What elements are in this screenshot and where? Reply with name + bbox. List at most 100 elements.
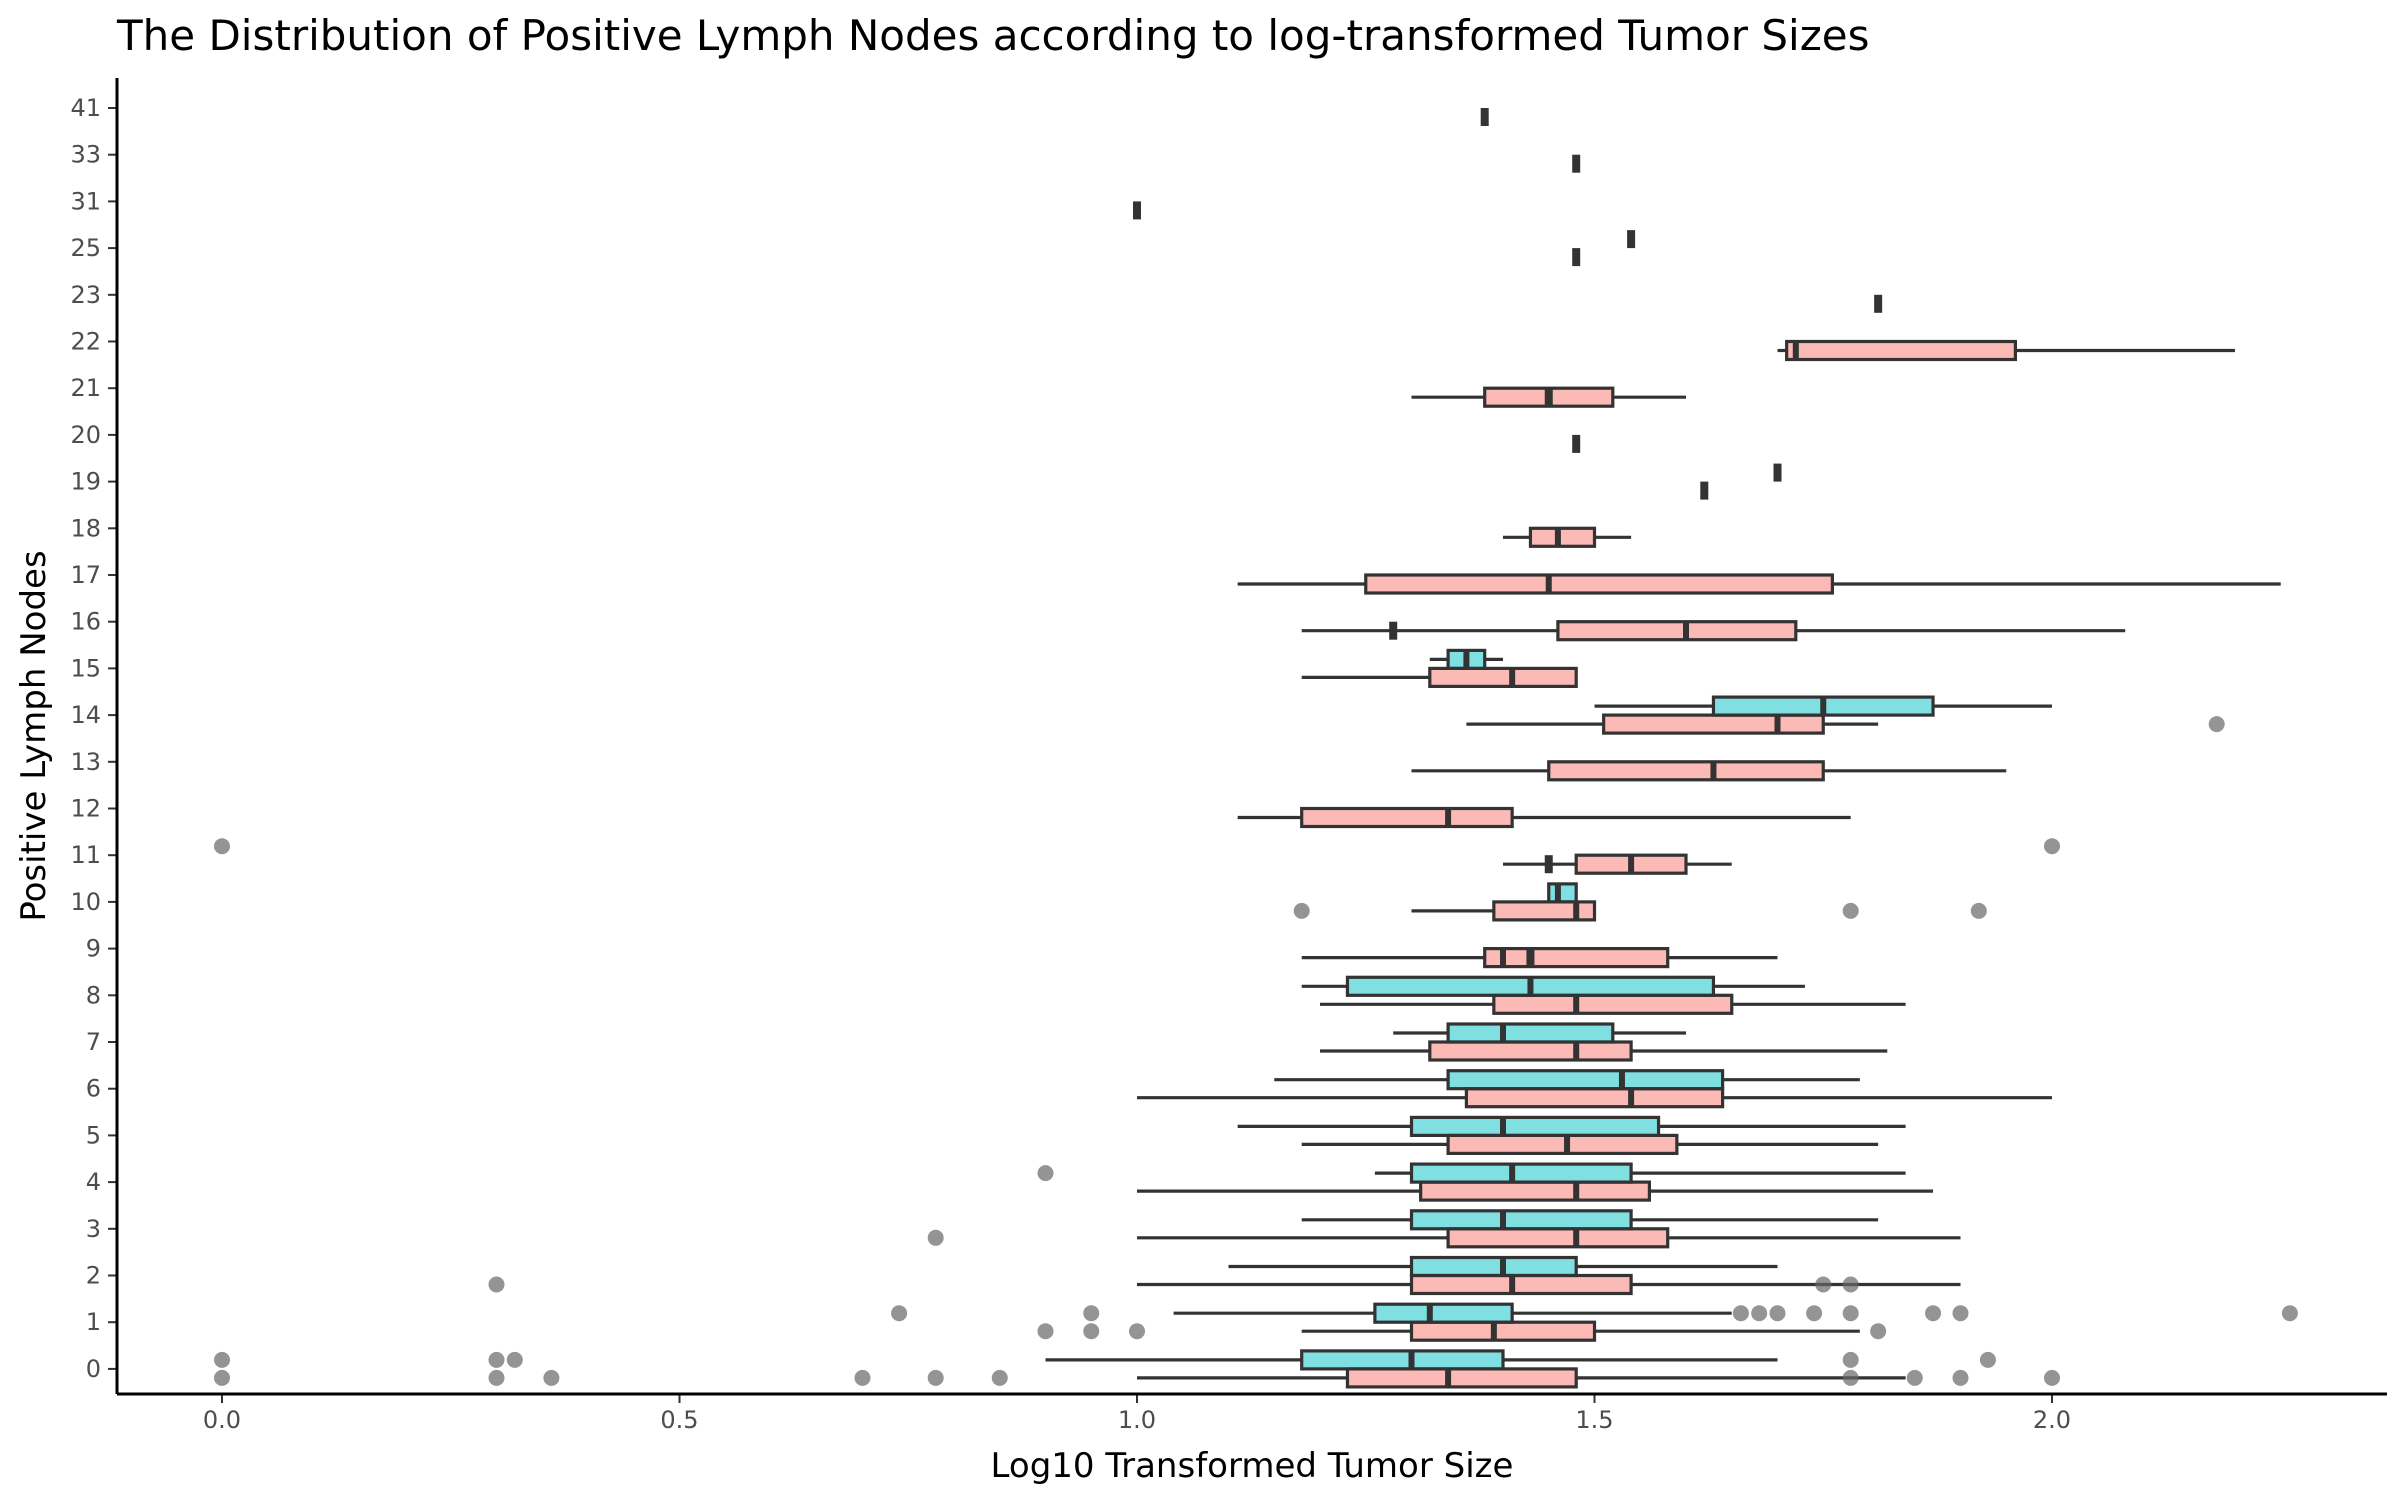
box-rect [1428, 1040, 1633, 1062]
y-axis-ticks: 0123456789101112131415161718192021222325… [70, 94, 117, 1383]
outlier-point [543, 1369, 560, 1386]
y-tick-label: 16 [70, 608, 101, 636]
box-rect [1528, 526, 1597, 548]
y-tick-label: 1 [86, 1308, 101, 1336]
plot-marks [214, 108, 2298, 1389]
y-tick-label: 25 [70, 234, 101, 262]
y-tick-label: 7 [86, 1028, 101, 1056]
outlier-point [2044, 1369, 2060, 1386]
outlier-point [1732, 1305, 1749, 1322]
chart-title: The Distribution of Positive Lymph Nodes… [116, 11, 1870, 60]
y-tick-label: 31 [70, 187, 101, 215]
box-rect [1409, 1273, 1633, 1296]
box-rect [1556, 620, 1798, 642]
outlier-point [488, 1351, 505, 1368]
single-value-mark [1572, 434, 1581, 453]
y-tick-label: 12 [70, 795, 101, 823]
outlier-point [927, 1369, 944, 1386]
outlier-point [214, 838, 230, 855]
outlier-point [1870, 1323, 1887, 1340]
outlier-point [1952, 1369, 1969, 1386]
box-rect [1373, 1302, 1514, 1324]
box-rect [1345, 1367, 1578, 1389]
y-tick-label: 23 [70, 281, 101, 309]
single-value-mark [1773, 463, 1782, 482]
outlier-point [1083, 1323, 1100, 1340]
box-rect [1483, 946, 1670, 969]
outlier-point [991, 1369, 1008, 1386]
outlier-point [891, 1305, 908, 1322]
y-tick-label: 8 [86, 981, 101, 1009]
outlier-point [488, 1276, 505, 1293]
single-value-mark [1700, 481, 1709, 500]
single-value-mark [1526, 948, 1535, 967]
box-rect [1446, 1022, 1615, 1044]
outlier-point [854, 1369, 871, 1386]
outlier-point [1842, 1369, 1859, 1386]
y-tick-label: 3 [86, 1215, 101, 1243]
x-tick-label: 0.5 [660, 1406, 698, 1434]
single-value-mark [1874, 294, 1883, 313]
outlier-point [214, 1369, 230, 1386]
box-rect [1602, 713, 1825, 735]
single-value-mark [1627, 230, 1636, 249]
box-rect [1446, 1069, 1725, 1091]
outlier-point [488, 1369, 505, 1386]
box-rect [1364, 573, 1834, 595]
outlier-point [2281, 1305, 2298, 1322]
x-axis-label: Log10 Transformed Tumor Size [991, 1446, 1514, 1486]
outlier-point [1815, 1276, 1832, 1293]
cyan-series [214, 230, 2298, 1371]
single-value-mark [1480, 108, 1489, 126]
y-tick-label: 9 [86, 935, 101, 963]
x-tick-label: 1.5 [1575, 1406, 1613, 1434]
y-tick-label: 22 [70, 328, 101, 356]
outlier-point [1925, 1305, 1942, 1322]
single-value-mark [1572, 248, 1581, 267]
box-rect [1409, 1209, 1633, 1231]
outlier-point [214, 1351, 230, 1368]
x-tick-label: 1.0 [1118, 1406, 1156, 1434]
single-value-mark [1133, 201, 1141, 220]
outlier-point [1842, 1305, 1859, 1322]
box-rect [1300, 806, 1514, 829]
y-tick-label: 10 [70, 888, 101, 916]
x-tick-label: 0.0 [203, 1406, 241, 1434]
outlier-point [1293, 902, 1310, 919]
outlier-point [1979, 1351, 1996, 1368]
y-tick-label: 21 [70, 374, 101, 402]
y-tick-label: 19 [70, 468, 101, 496]
outlier-point [1842, 1276, 1859, 1293]
y-tick-label: 2 [86, 1262, 101, 1290]
outlier-point [1769, 1305, 1786, 1322]
box-rect [1464, 1087, 1725, 1109]
single-value-mark [1572, 154, 1581, 173]
y-tick-label: 11 [70, 841, 101, 869]
y-tick-label: 5 [86, 1121, 101, 1149]
outlier-point [2044, 838, 2060, 855]
box-rect [1785, 339, 2018, 362]
box-rect [1300, 1349, 1505, 1371]
y-tick-label: 18 [70, 514, 101, 542]
box-rect [1547, 760, 1825, 782]
box-rect [1492, 900, 1597, 922]
y-tick-label: 13 [70, 748, 101, 776]
outlier-point [1842, 1351, 1859, 1368]
pink-series [214, 108, 2281, 1389]
y-tick-label: 20 [70, 421, 101, 449]
outlier-point [2208, 716, 2225, 733]
x-tick-label: 2.0 [2033, 1406, 2071, 1434]
box-rect [1419, 1180, 1652, 1202]
outlier-point [1952, 1305, 1969, 1322]
outlier-point [1842, 902, 1859, 919]
y-tick-label: 33 [70, 141, 101, 169]
single-value-mark [1544, 855, 1553, 874]
single-value-mark [1544, 388, 1553, 407]
outlier-point [506, 1351, 523, 1368]
outlier-point [1083, 1305, 1100, 1322]
box-rect [1547, 882, 1578, 904]
box-rect [1428, 666, 1578, 689]
box-rect [1492, 993, 1734, 1015]
outlier-point [1129, 1323, 1145, 1340]
